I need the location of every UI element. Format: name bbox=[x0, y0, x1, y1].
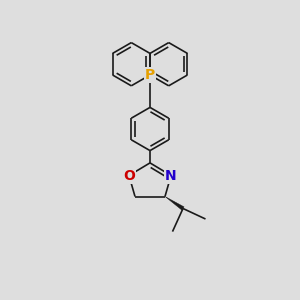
Text: P: P bbox=[145, 68, 155, 82]
Polygon shape bbox=[165, 196, 184, 210]
Text: O: O bbox=[123, 169, 135, 182]
Text: N: N bbox=[165, 169, 177, 182]
